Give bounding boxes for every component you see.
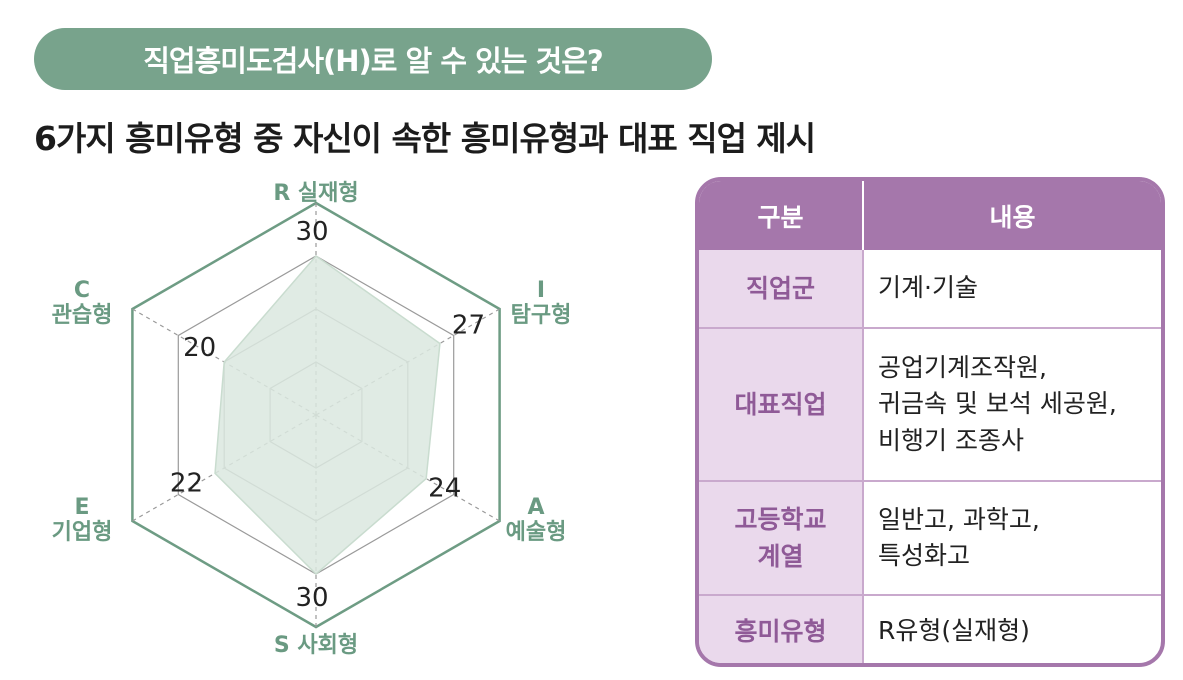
value-label-r: 30 bbox=[295, 217, 328, 247]
value-label-c: 20 bbox=[183, 333, 216, 363]
page-title: 직업흥미도검사(H)로 알 수 있는 것은? bbox=[143, 44, 604, 78]
row-key-representative-jobs: 대표직업 bbox=[699, 327, 864, 480]
axis-name-e: 기업형 bbox=[52, 520, 113, 545]
row-key-interest-type: 흥미유형 bbox=[699, 594, 864, 663]
value-label-i: 27 bbox=[452, 310, 485, 340]
row-key-high-school-track: 고등학교 계열 bbox=[699, 480, 864, 594]
value-label-e: 22 bbox=[170, 468, 203, 498]
axis-name-a: 예술형 bbox=[506, 520, 567, 545]
radar-data-area bbox=[214, 254, 441, 576]
axis-name-i: 탐구형 bbox=[511, 303, 572, 328]
row-value-interest-type: R유형(실재형) bbox=[864, 594, 1161, 663]
axis-code-i: I bbox=[537, 278, 545, 303]
table-header-category: 구분 bbox=[699, 181, 864, 250]
row-value-job-group: 기계·기술 bbox=[878, 273, 978, 303]
axis-code-c: C bbox=[74, 278, 90, 303]
radar-data bbox=[214, 254, 441, 576]
row-value-high-school-track: 일반고, 과학고, 특성화고 bbox=[864, 480, 1161, 594]
row-key-job-group: 직업군 bbox=[699, 250, 864, 327]
table-header-content: 내용 bbox=[864, 181, 1161, 250]
axis-code-a: A bbox=[527, 495, 544, 520]
axis-code-e: E bbox=[74, 495, 89, 520]
axis-label-r: R 실재형 bbox=[273, 181, 358, 206]
axis-name-c: 관습형 bbox=[52, 303, 113, 328]
page-subtitle: 6가지 흥미유형 중 자신이 속한 흥미유형과 대표 직업 제시 bbox=[34, 119, 816, 158]
value-label-s: 30 bbox=[295, 583, 328, 613]
info-table: 구분 내용 직업군 기계·기술 대표직업 공업기계조작원, 귀금속 및 보석 세… bbox=[695, 177, 1165, 667]
value-label-a: 24 bbox=[428, 474, 461, 504]
title-banner: 직업흥미도검사(H)로 알 수 있는 것은? bbox=[34, 28, 712, 90]
axis-label-s: S 사회형 bbox=[274, 633, 358, 658]
row-value-representative-jobs: 공업기계조작원, 귀금속 및 보석 세공원, 비행기 조종사 bbox=[864, 327, 1161, 480]
